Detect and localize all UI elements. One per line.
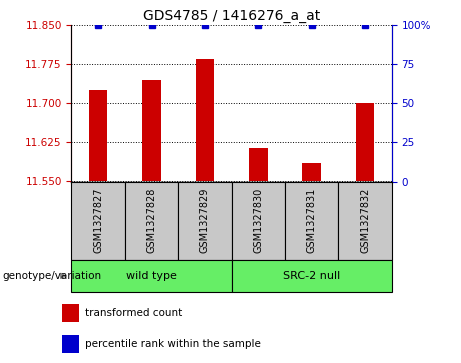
Text: GSM1327828: GSM1327828 xyxy=(147,188,157,253)
Bar xyxy=(249,148,268,182)
Bar xyxy=(89,90,107,182)
Text: transformed count: transformed count xyxy=(85,308,183,318)
Text: genotype/variation: genotype/variation xyxy=(2,271,101,281)
Bar xyxy=(142,80,161,182)
Text: GSM1327827: GSM1327827 xyxy=(93,188,103,253)
Text: GSM1327832: GSM1327832 xyxy=(360,188,370,253)
Title: GDS4785 / 1416276_a_at: GDS4785 / 1416276_a_at xyxy=(143,9,320,23)
Bar xyxy=(231,182,285,260)
Bar xyxy=(178,182,231,260)
Bar xyxy=(71,260,231,292)
Bar xyxy=(71,182,125,260)
Bar xyxy=(338,182,392,260)
Bar xyxy=(62,335,79,353)
Bar xyxy=(231,260,392,292)
Bar xyxy=(195,59,214,182)
Text: percentile rank within the sample: percentile rank within the sample xyxy=(85,339,261,349)
Text: SRC-2 null: SRC-2 null xyxy=(283,271,340,281)
Bar xyxy=(62,304,79,322)
Text: wild type: wild type xyxy=(126,271,177,281)
Bar xyxy=(285,182,338,260)
Bar xyxy=(356,103,374,182)
Text: GSM1327831: GSM1327831 xyxy=(307,188,317,253)
Text: GSM1327830: GSM1327830 xyxy=(254,188,263,253)
Text: GSM1327829: GSM1327829 xyxy=(200,188,210,253)
Bar xyxy=(302,163,321,182)
Bar xyxy=(125,182,178,260)
